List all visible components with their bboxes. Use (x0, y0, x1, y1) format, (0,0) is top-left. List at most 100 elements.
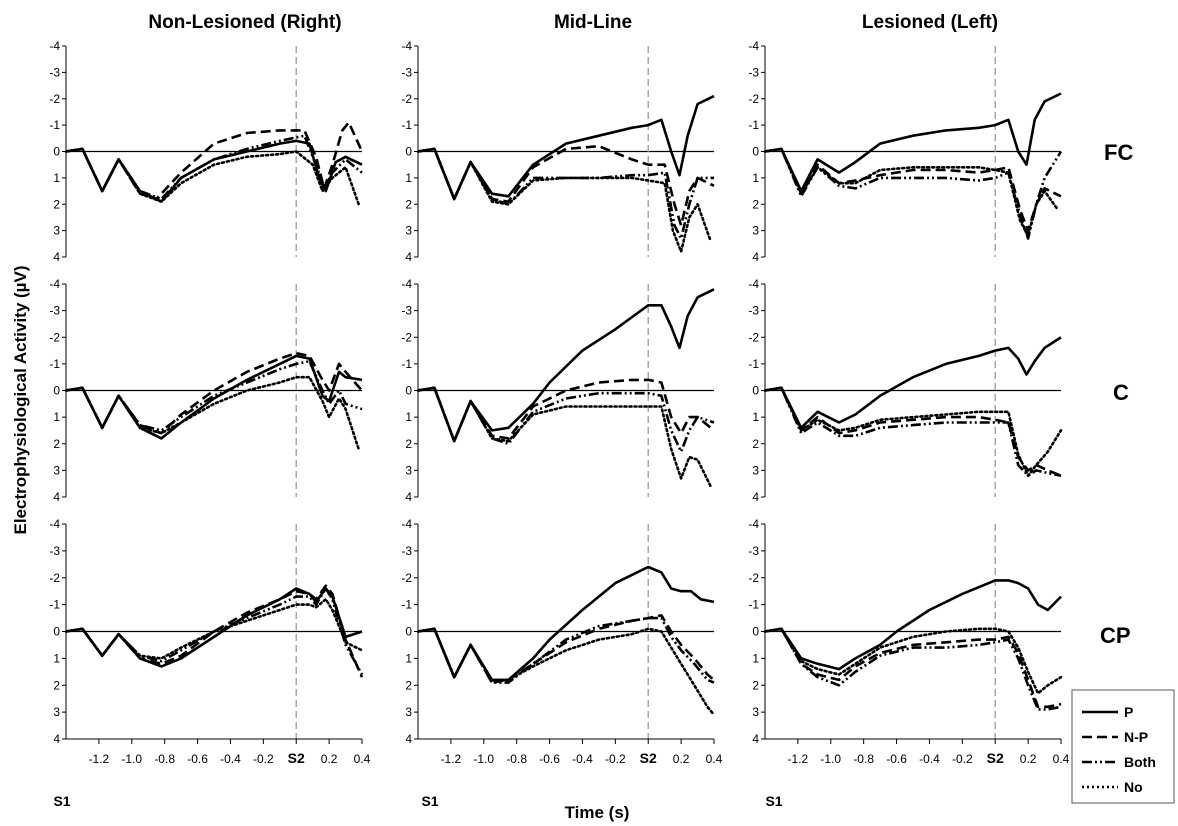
row-label-cp: CP (1100, 623, 1131, 648)
y-tick-label-cp-non-lesioned-right-0: -4 (49, 517, 60, 531)
panel-c-lesioned-left: -4 -3 -2 -1 0 1 2 3 4 (748, 277, 1063, 504)
y-tick-label-cp-lesioned-left-3: -1 (748, 598, 759, 612)
y-tick-label-c-lesioned-left-2: -2 (748, 330, 759, 344)
y-tick-label-cp-mid-line-1: -3 (401, 544, 412, 558)
x-tick-label-cp-non-lesioned-right-2: -0.8 (154, 752, 175, 766)
y-tick-label-fc-mid-line-2: -2 (401, 92, 412, 106)
y-tick-label-fc-mid-line-3: -1 (401, 118, 412, 132)
column-title-left: Lesioned (Left) (862, 12, 998, 33)
y-tick-label-c-lesioned-left-7: 3 (752, 463, 759, 477)
column-title-right: Non-Lesioned (Right) (148, 12, 341, 33)
legend-label-np: N-P (1124, 729, 1148, 745)
y-tick-label-c-non-lesioned-right-1: -3 (49, 304, 60, 318)
y-tick-label-fc-lesioned-left-6: 2 (752, 197, 759, 211)
y-tick-label-fc-lesioned-left-3: -1 (748, 118, 759, 132)
x-tick-label-cp-lesioned-left-8: 0.4 (1053, 752, 1070, 766)
row-label-fc: FC (1104, 140, 1133, 165)
series-both-c-non-lesioned-right (65, 359, 363, 432)
series-no-c-non-lesioned-right (64, 375, 361, 451)
x-tick-label-cp-non-lesioned-right-0: -1.2 (89, 752, 110, 766)
y-tick-label-cp-non-lesioned-right-1: -3 (49, 544, 60, 558)
s1-label-midline: S1 (421, 793, 438, 809)
series-no-cp-mid-line (416, 627, 716, 717)
panel-fc-non-lesioned-right: -4 -3 -2 -1 0 1 2 3 4 (49, 39, 364, 264)
panel-cp-mid-line: -4 -3 -2 -1 0 1 2 3 4 -1.2 -1.0 -0.8 -0.6 -0.4 -0.2 S2 0… (401, 517, 722, 766)
y-tick-label-c-non-lesioned-right-7: 3 (53, 463, 60, 477)
y-tick-label-fc-lesioned-left-2: -2 (748, 92, 759, 106)
y-tick-label-cp-non-lesioned-right-5: 1 (53, 651, 60, 665)
y-tick-label-cp-lesioned-left-0: -4 (748, 517, 759, 531)
series-both-c-lesioned-left (764, 386, 1062, 478)
y-tick-label-cp-non-lesioned-right-2: -2 (49, 571, 60, 585)
x-tick-label-cp-lesioned-left-1: -1.0 (820, 752, 841, 766)
y-tick-label-fc-mid-line-4: 0 (405, 145, 412, 159)
y-tick-label-fc-non-lesioned-right-1: -3 (49, 65, 60, 79)
y-tick-label-cp-non-lesioned-right-3: -1 (49, 598, 60, 612)
y-tick-label-cp-lesioned-left-6: 2 (752, 678, 759, 692)
y-tick-label-c-non-lesioned-right-3: -1 (49, 357, 60, 371)
y-tick-label-cp-mid-line-8: 4 (405, 732, 412, 746)
y-tick-label-cp-lesioned-left-4: 0 (752, 625, 759, 639)
y-tick-label-fc-non-lesioned-right-4: 0 (53, 145, 60, 159)
y-tick-label-fc-non-lesioned-right-5: 1 (53, 171, 60, 185)
y-tick-label-fc-non-lesioned-right-0: -4 (49, 39, 60, 53)
s1-label-right: S1 (53, 793, 70, 809)
series-both-fc-non-lesioned-right (65, 134, 363, 201)
y-tick-label-fc-lesioned-left-0: -4 (748, 39, 759, 53)
column-title-midline: Mid-Line (554, 12, 632, 33)
series-p-c-non-lesioned-right (65, 354, 363, 440)
x-tick-label-cp-lesioned-left-6: S2 (987, 750, 1004, 766)
y-tick-label-c-mid-line-1: -3 (401, 304, 412, 318)
y-tick-label-c-mid-line-8: 4 (405, 490, 412, 504)
y-tick-label-c-mid-line-5: 1 (405, 410, 412, 424)
y-tick-label-fc-mid-line-8: 4 (405, 250, 412, 264)
y-tick-label-cp-lesioned-left-5: 1 (752, 651, 759, 665)
y-tick-label-c-lesioned-left-4: 0 (752, 384, 759, 398)
y-tick-label-fc-lesioned-left-7: 3 (752, 224, 759, 238)
y-tick-label-cp-mid-line-0: -4 (401, 517, 412, 531)
x-tick-label-cp-mid-line-8: 0.4 (706, 752, 723, 766)
y-tick-label-c-lesioned-left-5: 1 (752, 410, 759, 424)
y-tick-label-fc-mid-line-0: -4 (401, 39, 412, 53)
y-tick-label-cp-mid-line-3: -1 (401, 598, 412, 612)
y-tick-label-c-mid-line-3: -1 (401, 357, 412, 371)
panel-c-non-lesioned-right: -4 -3 -2 -1 0 1 2 3 4 (49, 277, 363, 504)
y-tick-label-c-lesioned-left-3: -1 (748, 357, 759, 371)
x-tick-label-cp-non-lesioned-right-6: S2 (288, 750, 305, 766)
y-tick-label-c-non-lesioned-right-0: -4 (49, 277, 60, 291)
y-axis-title: Electrophysiological Activity (µV) (11, 266, 30, 535)
y-tick-label-fc-non-lesioned-right-7: 3 (53, 224, 60, 238)
y-tick-label-fc-lesioned-left-8: 4 (752, 250, 759, 264)
x-tick-label-cp-non-lesioned-right-3: -0.6 (187, 752, 208, 766)
x-tick-label-cp-lesioned-left-7: 0.2 (1020, 752, 1037, 766)
y-tick-label-fc-non-lesioned-right-8: 4 (53, 250, 60, 264)
x-tick-label-cp-lesioned-left-2: -0.8 (853, 752, 874, 766)
x-tick-label-cp-mid-line-4: -0.4 (572, 752, 593, 766)
y-tick-label-cp-mid-line-7: 3 (405, 705, 412, 719)
series-no-c-lesioned-left (763, 386, 1063, 478)
x-tick-label-cp-non-lesioned-right-5: -0.2 (253, 752, 274, 766)
x-tick-label-cp-lesioned-left-0: -1.2 (788, 752, 809, 766)
y-tick-label-fc-mid-line-1: -3 (401, 65, 412, 79)
y-tick-label-c-non-lesioned-right-2: -2 (49, 330, 60, 344)
y-tick-label-c-non-lesioned-right-4: 0 (53, 384, 60, 398)
legend-box (1071, 689, 1175, 804)
x-tick-label-cp-non-lesioned-right-4: -0.4 (220, 752, 241, 766)
y-tick-label-cp-mid-line-2: -2 (401, 571, 412, 585)
y-tick-label-c-lesioned-left-6: 2 (752, 437, 759, 451)
y-tick-label-fc-non-lesioned-right-3: -1 (49, 118, 60, 132)
y-tick-label-c-mid-line-0: -4 (401, 277, 412, 291)
panels-group: -4 -3 -2 -1 0 1 2 3 4 -4 -3 -2 -1 0 1 2 3 4 -4 -3 -2 -1 0 1 2 3 4 -… (49, 39, 1069, 766)
series-p-c-lesioned-left (764, 336, 1062, 430)
series-no-fc-non-lesioned-right (64, 147, 361, 206)
legend: P N-P Both No (1071, 689, 1175, 804)
y-tick-label-c-non-lesioned-right-6: 2 (53, 437, 60, 451)
y-tick-label-c-lesioned-left-1: -3 (748, 304, 759, 318)
panel-fc-lesioned-left: -4 -3 -2 -1 0 1 2 3 4 (748, 39, 1063, 264)
series-both-c-mid-line (417, 386, 715, 454)
y-tick-label-cp-mid-line-6: 2 (405, 678, 412, 692)
x-tick-label-cp-non-lesioned-right-7: 0.2 (321, 752, 338, 766)
y-tick-label-fc-mid-line-7: 3 (405, 224, 412, 238)
s1-label-left: S1 (765, 793, 782, 809)
x-tick-label-cp-mid-line-3: -0.6 (539, 752, 560, 766)
